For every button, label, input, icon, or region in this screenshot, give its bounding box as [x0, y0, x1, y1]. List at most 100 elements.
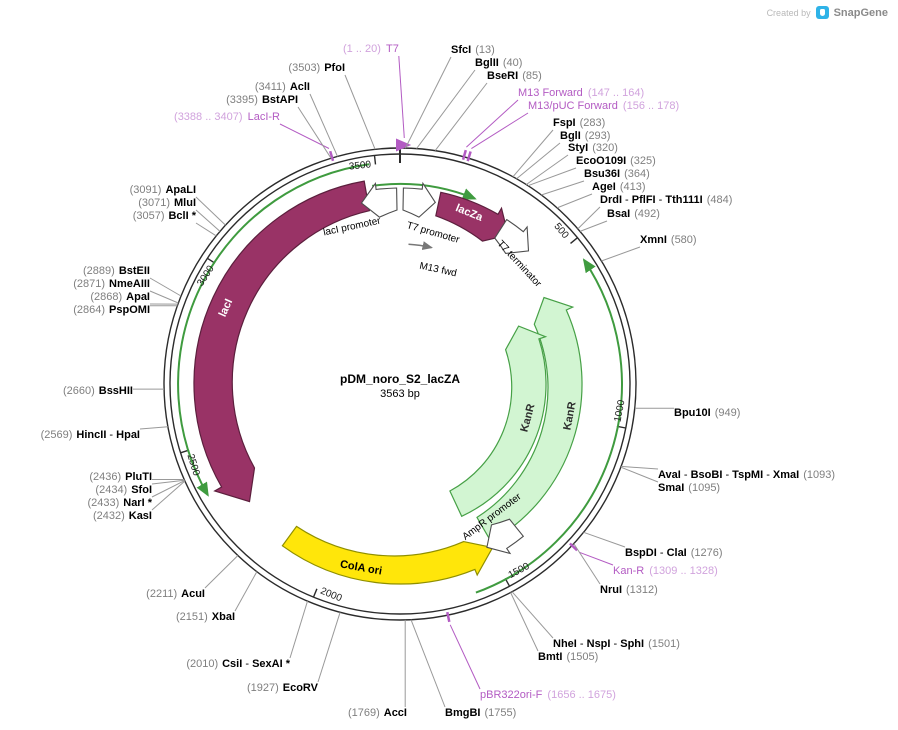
label-run: (1656 .. 1675): [547, 689, 616, 701]
label-bsshii[interactable]: (2660) BssHII: [59, 385, 133, 398]
label-run: BglI: [560, 130, 581, 142]
label-bcli[interactable]: (3057) BclI *: [129, 210, 196, 223]
leader-line: [234, 571, 258, 612]
label-bmti[interactable]: BmtI (1505): [538, 651, 602, 664]
label-t7-primer[interactable]: (1 .. 20) T7: [341, 43, 399, 56]
label-apali[interactable]: (3091) ApaLI: [126, 184, 196, 197]
leader-line: [449, 624, 481, 690]
watermark: Created by SnapGene: [767, 6, 888, 19]
label-apai[interactable]: (2868) ApaI: [86, 291, 150, 304]
leader-line: [404, 56, 452, 149]
feature-ampr-promoter-arrow[interactable]: [486, 518, 525, 555]
label-run: NarI *: [123, 497, 152, 509]
label-pluti[interactable]: (2436) PluTI: [85, 471, 152, 484]
label-fspi[interactable]: FspI (283): [553, 117, 609, 130]
label-run: AccI: [383, 707, 407, 719]
label-laci-r-primer[interactable]: (3388 .. 3407) LacI-R: [172, 111, 280, 124]
label-run: (1095): [688, 482, 721, 494]
label-run: HincII: [76, 429, 107, 441]
label-bglii[interactable]: BglII (40): [475, 57, 526, 70]
leader-line: [317, 612, 341, 683]
label-nhei-nspi-sphi[interactable]: NheI - NspI - SphI (1501): [553, 638, 684, 651]
feature-t7-promoter-arrow[interactable]: [402, 181, 437, 218]
label-drdi-pflfi-tth111i[interactable]: DrdI - PflFI - Tth111I (484): [600, 194, 736, 207]
label-run: XmaI: [772, 469, 800, 481]
label-run: PluTI: [125, 471, 152, 483]
orf-arc-right[interactable]: [475, 258, 623, 594]
label-xbai[interactable]: (2151) XbaI: [172, 611, 235, 624]
label-mlui[interactable]: (3071) MluI: [134, 197, 196, 210]
label-m13-puc-forward[interactable]: M13/pUC Forward (156 .. 178): [528, 100, 681, 113]
leader-line: [297, 106, 332, 159]
label-bpu10i[interactable]: Bpu10I (949): [674, 407, 744, 420]
label-bstapi[interactable]: (3395) BstAPI: [222, 94, 298, 107]
label-avai-bsobi-tspmi-xmai[interactable]: AvaI - BsoBI - TspMI - XmaI (1093): [658, 469, 839, 482]
label-pfoi[interactable]: (3503) PfoI: [284, 62, 345, 75]
label-run: (1755): [484, 707, 517, 719]
label-csii-sexai[interactable]: (2010) CsiI - SexAI *: [182, 658, 290, 671]
leader-line: [525, 154, 569, 186]
label-run: BsoBI: [690, 469, 723, 481]
label-run: (1 .. 20): [343, 43, 384, 55]
feature-laci-promoter-arrow[interactable]: [360, 182, 398, 218]
label-hincii-hpai[interactable]: (2569) HincII - HpaI: [37, 429, 140, 442]
label-run: (2569): [40, 429, 73, 441]
label-bsu36i[interactable]: Bsu36I (364): [584, 168, 654, 181]
feature-t7-terminator-arrow[interactable]: [494, 218, 530, 254]
label-bsteii[interactable]: (2889) BstEII: [79, 265, 150, 278]
label-pbr322ori-f-primer[interactable]: pBR322ori-F (1656 .. 1675): [480, 689, 618, 702]
label-nrui[interactable]: NruI (1312): [600, 584, 662, 597]
label-bseri[interactable]: BseRI (85): [487, 70, 546, 83]
feature-kanr-inner[interactable]: [449, 325, 548, 518]
label-pspomi[interactable]: (2864) PspOMI: [69, 304, 150, 317]
label-smai[interactable]: SmaI (1095): [658, 482, 724, 495]
label-run: ApaI: [126, 291, 150, 303]
label-bsai[interactable]: BsaI (492): [607, 208, 664, 221]
primer-m13-puc-forward-tick[interactable]: [466, 151, 472, 162]
label-run: SfcI: [451, 44, 472, 56]
label-kasi[interactable]: (2432) KasI: [89, 510, 152, 523]
label-acui[interactable]: (2211) AcuI: [142, 588, 205, 601]
label-kan-r-primer[interactable]: Kan-R (1309 .. 1328): [613, 565, 720, 578]
label-run: AclI: [289, 81, 310, 93]
primer-kan-r-tick[interactable]: [569, 542, 578, 552]
label-sfci[interactable]: SfcI (13): [451, 44, 499, 57]
label-styi[interactable]: StyI (320): [568, 142, 622, 155]
feature-kanr-outer[interactable]: [476, 296, 583, 543]
tick-2000: [312, 588, 318, 598]
label-nari[interactable]: (2433) NarI *: [83, 497, 152, 510]
primer-pbr322ori-f-tick[interactable]: [446, 611, 451, 623]
label-run: BstAPI: [261, 94, 298, 106]
orf-arc-left[interactable]: [177, 163, 370, 497]
label-acli[interactable]: (3411) AclI: [251, 81, 310, 94]
label-run: SphI: [620, 638, 645, 650]
leader-line: [434, 82, 488, 151]
leader-line: [511, 591, 554, 639]
label-run: (1309 .. 1328): [649, 565, 718, 577]
label-acci[interactable]: (1769) AccI: [344, 707, 407, 720]
primer-m13-forward-tick[interactable]: [461, 149, 468, 161]
label-m13-forward[interactable]: M13 Forward (147 .. 164): [518, 87, 646, 100]
leader-line: [139, 426, 168, 430]
label-bgli[interactable]: BglI (293): [560, 130, 614, 143]
label-bspdi-clai[interactable]: BspDI - ClaI (1276): [625, 547, 727, 560]
label-run: M13 Forward: [518, 87, 586, 99]
label-run: (2010): [186, 658, 219, 670]
feature-laci[interactable]: [193, 180, 371, 503]
label-agei[interactable]: AgeI (413): [592, 181, 650, 194]
label-run: XbaI: [211, 611, 235, 623]
feature-m13-fwd-arrow[interactable]: [408, 241, 433, 250]
label-run: -: [656, 547, 667, 559]
label-ecoo109i[interactable]: EcoO109I (325): [576, 155, 660, 168]
label-bmgbi[interactable]: BmgBI (1755): [445, 707, 520, 720]
label-nmeaiii[interactable]: (2871) NmeAIII: [69, 278, 150, 291]
label-run: EcoO109I: [576, 155, 627, 167]
leader-line: [344, 74, 376, 150]
label-sfoi[interactable]: (2434) SfoI: [91, 484, 152, 497]
feature-cola-ori[interactable]: [281, 525, 494, 585]
label-ecorv[interactable]: (1927) EcoRV: [243, 682, 318, 695]
label-run: (2436): [89, 471, 122, 483]
primer-laci-r-tick[interactable]: [329, 150, 335, 162]
label-xmni[interactable]: XmnI (580): [640, 234, 701, 247]
leader-line: [621, 465, 659, 470]
